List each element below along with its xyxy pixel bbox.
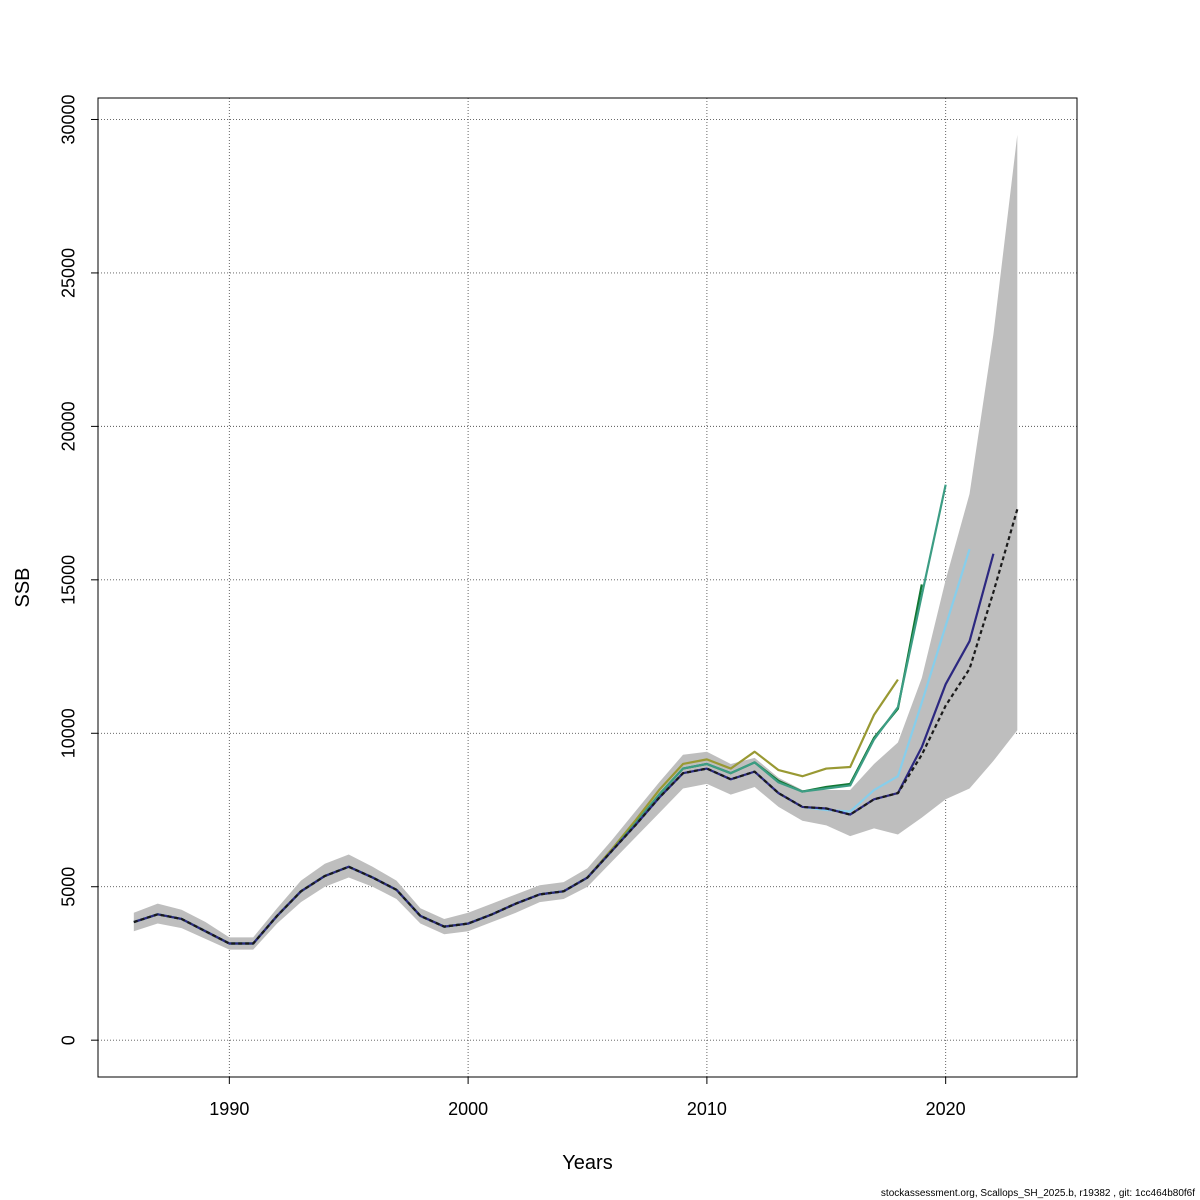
y-tick-label: 10000	[58, 708, 78, 758]
y-tick-label: 5000	[58, 867, 78, 907]
confidence-band	[133, 134, 1018, 950]
x-tick-label: 2000	[448, 1099, 488, 1119]
series-line	[133, 484, 947, 945]
y-axis-title: SSB	[12, 567, 34, 607]
axis-ticks: 1990 2000 2010 2020 0 5000 10000 15000 20000 2500…	[58, 94, 965, 1119]
grid-lines	[98, 98, 1077, 1077]
y-tick-label: 25000	[58, 248, 78, 298]
y-tick-label: 15000	[58, 555, 78, 605]
series-line	[133, 508, 1019, 945]
footer-note: stockassessment.org, Scallops_SH_2025.b,…	[881, 1188, 1195, 1199]
series-line	[133, 584, 923, 945]
x-tick-label: 2010	[687, 1099, 727, 1119]
x-tick-label: 2020	[926, 1099, 966, 1119]
plot-frame	[97, 97, 1078, 1078]
confidence-band-area	[133, 134, 1018, 950]
series-lines	[133, 484, 1019, 945]
x-axis-title: Years	[562, 1152, 612, 1174]
y-tick-label: 20000	[58, 401, 78, 451]
y-tick-label: 0	[58, 1035, 78, 1045]
x-tick-label: 1990	[209, 1099, 249, 1119]
y-tick-label: 30000	[58, 94, 78, 144]
